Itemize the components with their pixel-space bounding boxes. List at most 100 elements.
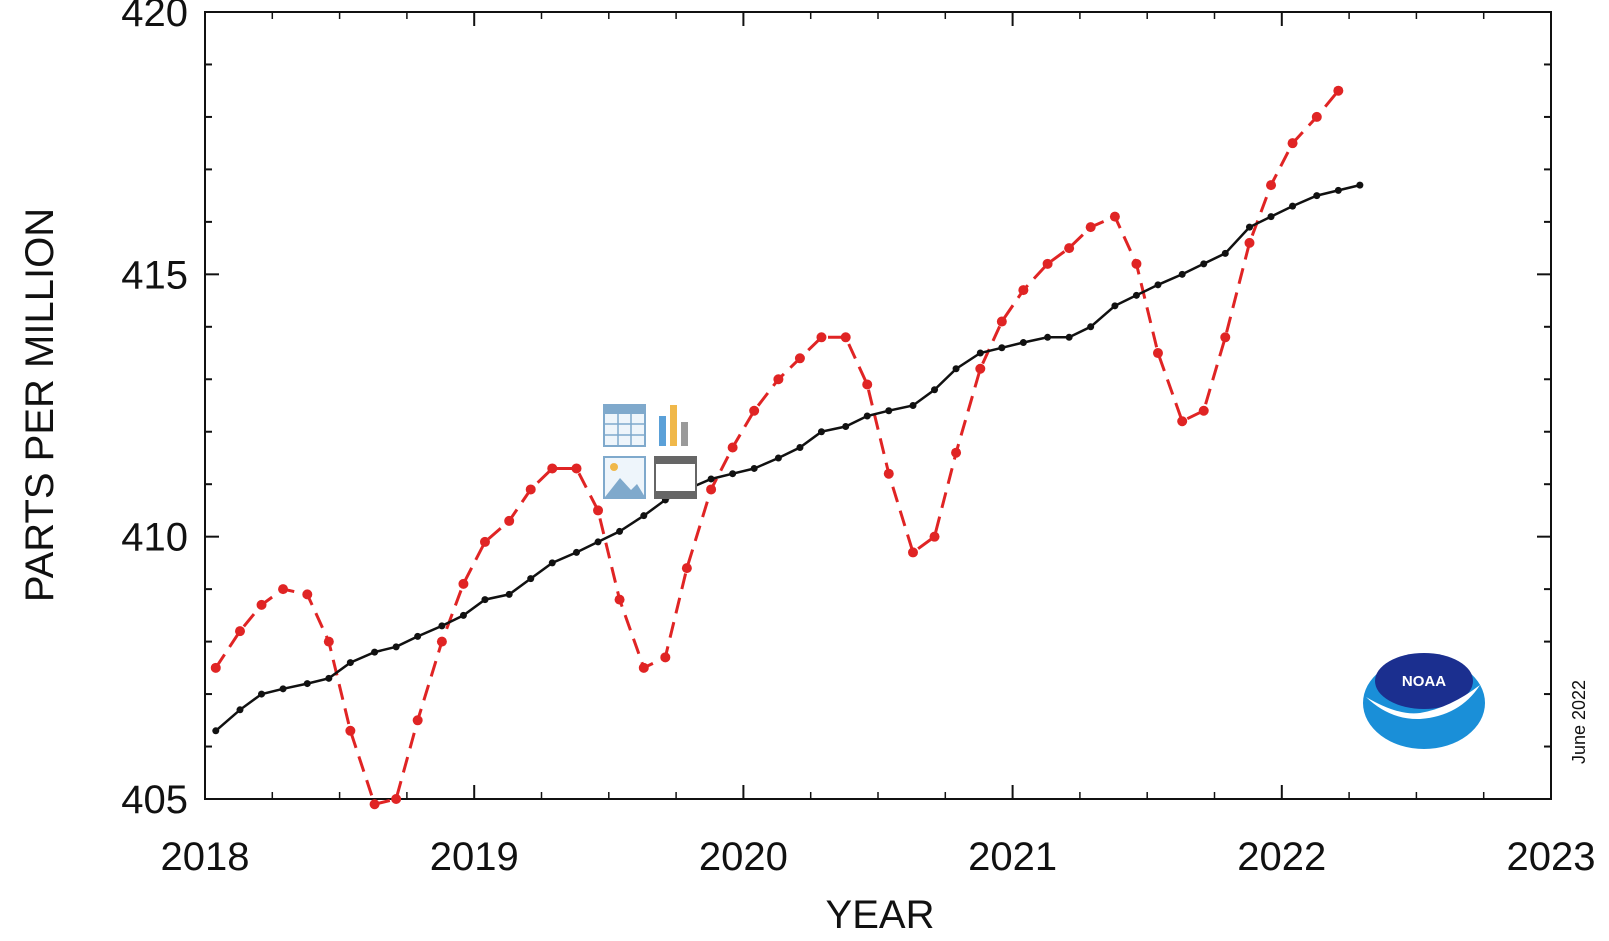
series-1-point	[459, 611, 467, 619]
series-1-point	[909, 402, 917, 409]
series-1-point	[1132, 291, 1140, 299]
series-0-point	[345, 725, 356, 736]
series-1-point	[594, 538, 602, 546]
series-0-point	[323, 636, 334, 647]
series-1-point	[325, 674, 333, 682]
series-0-point	[1177, 416, 1188, 427]
series-0-point	[234, 626, 245, 637]
series-0-point	[1042, 258, 1053, 269]
series-0-point	[593, 505, 604, 516]
series-1-point	[303, 680, 311, 688]
x-tick-label: 2018	[161, 835, 250, 879]
series-0-point	[1131, 258, 1142, 269]
series-0-point	[614, 594, 625, 605]
series-0-point	[681, 563, 692, 574]
series-0-point	[883, 468, 894, 479]
series-1-point	[863, 412, 871, 420]
picture-icon	[603, 456, 646, 499]
x-tick-label: 2020	[699, 835, 788, 879]
plot-frame	[204, 11, 1552, 800]
series-0-point	[391, 794, 402, 804]
date-stamp: June 2022	[1569, 680, 1589, 764]
video-icon	[654, 456, 697, 499]
series-0-point	[278, 584, 289, 595]
series-0-point	[706, 484, 717, 495]
series-0-point	[436, 636, 447, 647]
series-0-point	[1333, 85, 1344, 96]
series-1-point	[796, 443, 804, 451]
series-0-point	[547, 463, 558, 474]
series-1-point	[1221, 249, 1229, 257]
series-1-point	[616, 527, 624, 535]
x-tick-label: 2021	[968, 835, 1057, 879]
logo-wave	[1366, 685, 1480, 720]
series-1-point	[572, 548, 580, 556]
series-1-point	[392, 643, 400, 651]
bar-chart-icon	[659, 405, 688, 446]
series-0-point	[479, 536, 490, 547]
x-tick-label: 2019	[430, 835, 519, 879]
series-1-point	[1065, 333, 1073, 341]
series-0-point	[1287, 138, 1298, 149]
series-0-point	[727, 442, 738, 453]
y-tick-label: 415	[121, 253, 188, 297]
series-1-point	[1334, 186, 1342, 194]
series-0-point	[1064, 243, 1075, 254]
series-1-point	[952, 365, 960, 373]
series-0-point	[504, 515, 515, 526]
x-axis-title: YEAR	[826, 893, 935, 937]
series-0-point	[525, 484, 536, 495]
series-1-point	[842, 422, 850, 430]
noaa-logo: NOAA	[1363, 653, 1485, 749]
series-0-point	[571, 463, 582, 474]
series-1-point	[346, 659, 354, 667]
series-1-point	[1313, 192, 1321, 200]
series-1-point	[885, 407, 893, 415]
series-0-point	[907, 547, 918, 558]
series-0-point	[840, 332, 851, 343]
series-1-point	[998, 344, 1006, 352]
y-axis-title: PARTS PER MILLION	[18, 208, 62, 602]
series-1-point	[438, 622, 446, 630]
series-1-point	[1356, 181, 1364, 189]
series-1-point	[1087, 323, 1095, 331]
series-1-point	[1200, 260, 1208, 268]
series-1-point	[976, 349, 984, 357]
series-1-point	[548, 559, 556, 567]
series-0-point	[210, 662, 221, 673]
series-1-point	[817, 428, 825, 436]
series-0-point	[794, 353, 805, 364]
series-0-point	[773, 374, 784, 385]
x-tick-label: 2023	[1507, 835, 1596, 879]
logo-text: NOAA	[1402, 673, 1446, 690]
series-1-point	[1044, 333, 1052, 341]
series-0-point	[1266, 180, 1277, 191]
series-0-point	[951, 447, 962, 458]
series-0-point	[369, 799, 380, 810]
y-tick-label: 420	[121, 0, 188, 35]
series-0-point	[1085, 222, 1096, 233]
series-0-point	[302, 589, 313, 600]
axis-ticks	[204, 11, 1552, 800]
series-1-point	[481, 596, 489, 604]
series-1-point	[707, 475, 715, 483]
logo-inner	[1375, 653, 1473, 709]
series-1-point	[640, 512, 648, 520]
series-1-point	[729, 470, 737, 478]
series-0-point	[1109, 211, 1120, 222]
series-0-point	[975, 363, 986, 374]
tick-labels: 2018 2019 2020 2021 2022 2023 405 410 415 420	[121, 0, 1595, 879]
series-0-point	[929, 531, 940, 542]
series-0-point	[660, 652, 671, 663]
series-1-point	[1111, 302, 1119, 310]
series-0-point	[1244, 237, 1255, 248]
series-1-point	[505, 590, 513, 598]
series-1-point	[212, 727, 220, 735]
series-0-point	[412, 715, 423, 726]
series-1-point	[1245, 223, 1253, 231]
embedded-content-icons	[603, 404, 697, 499]
series-1-point	[371, 648, 379, 656]
series-0-point	[458, 578, 469, 589]
series-1-point	[931, 386, 939, 394]
